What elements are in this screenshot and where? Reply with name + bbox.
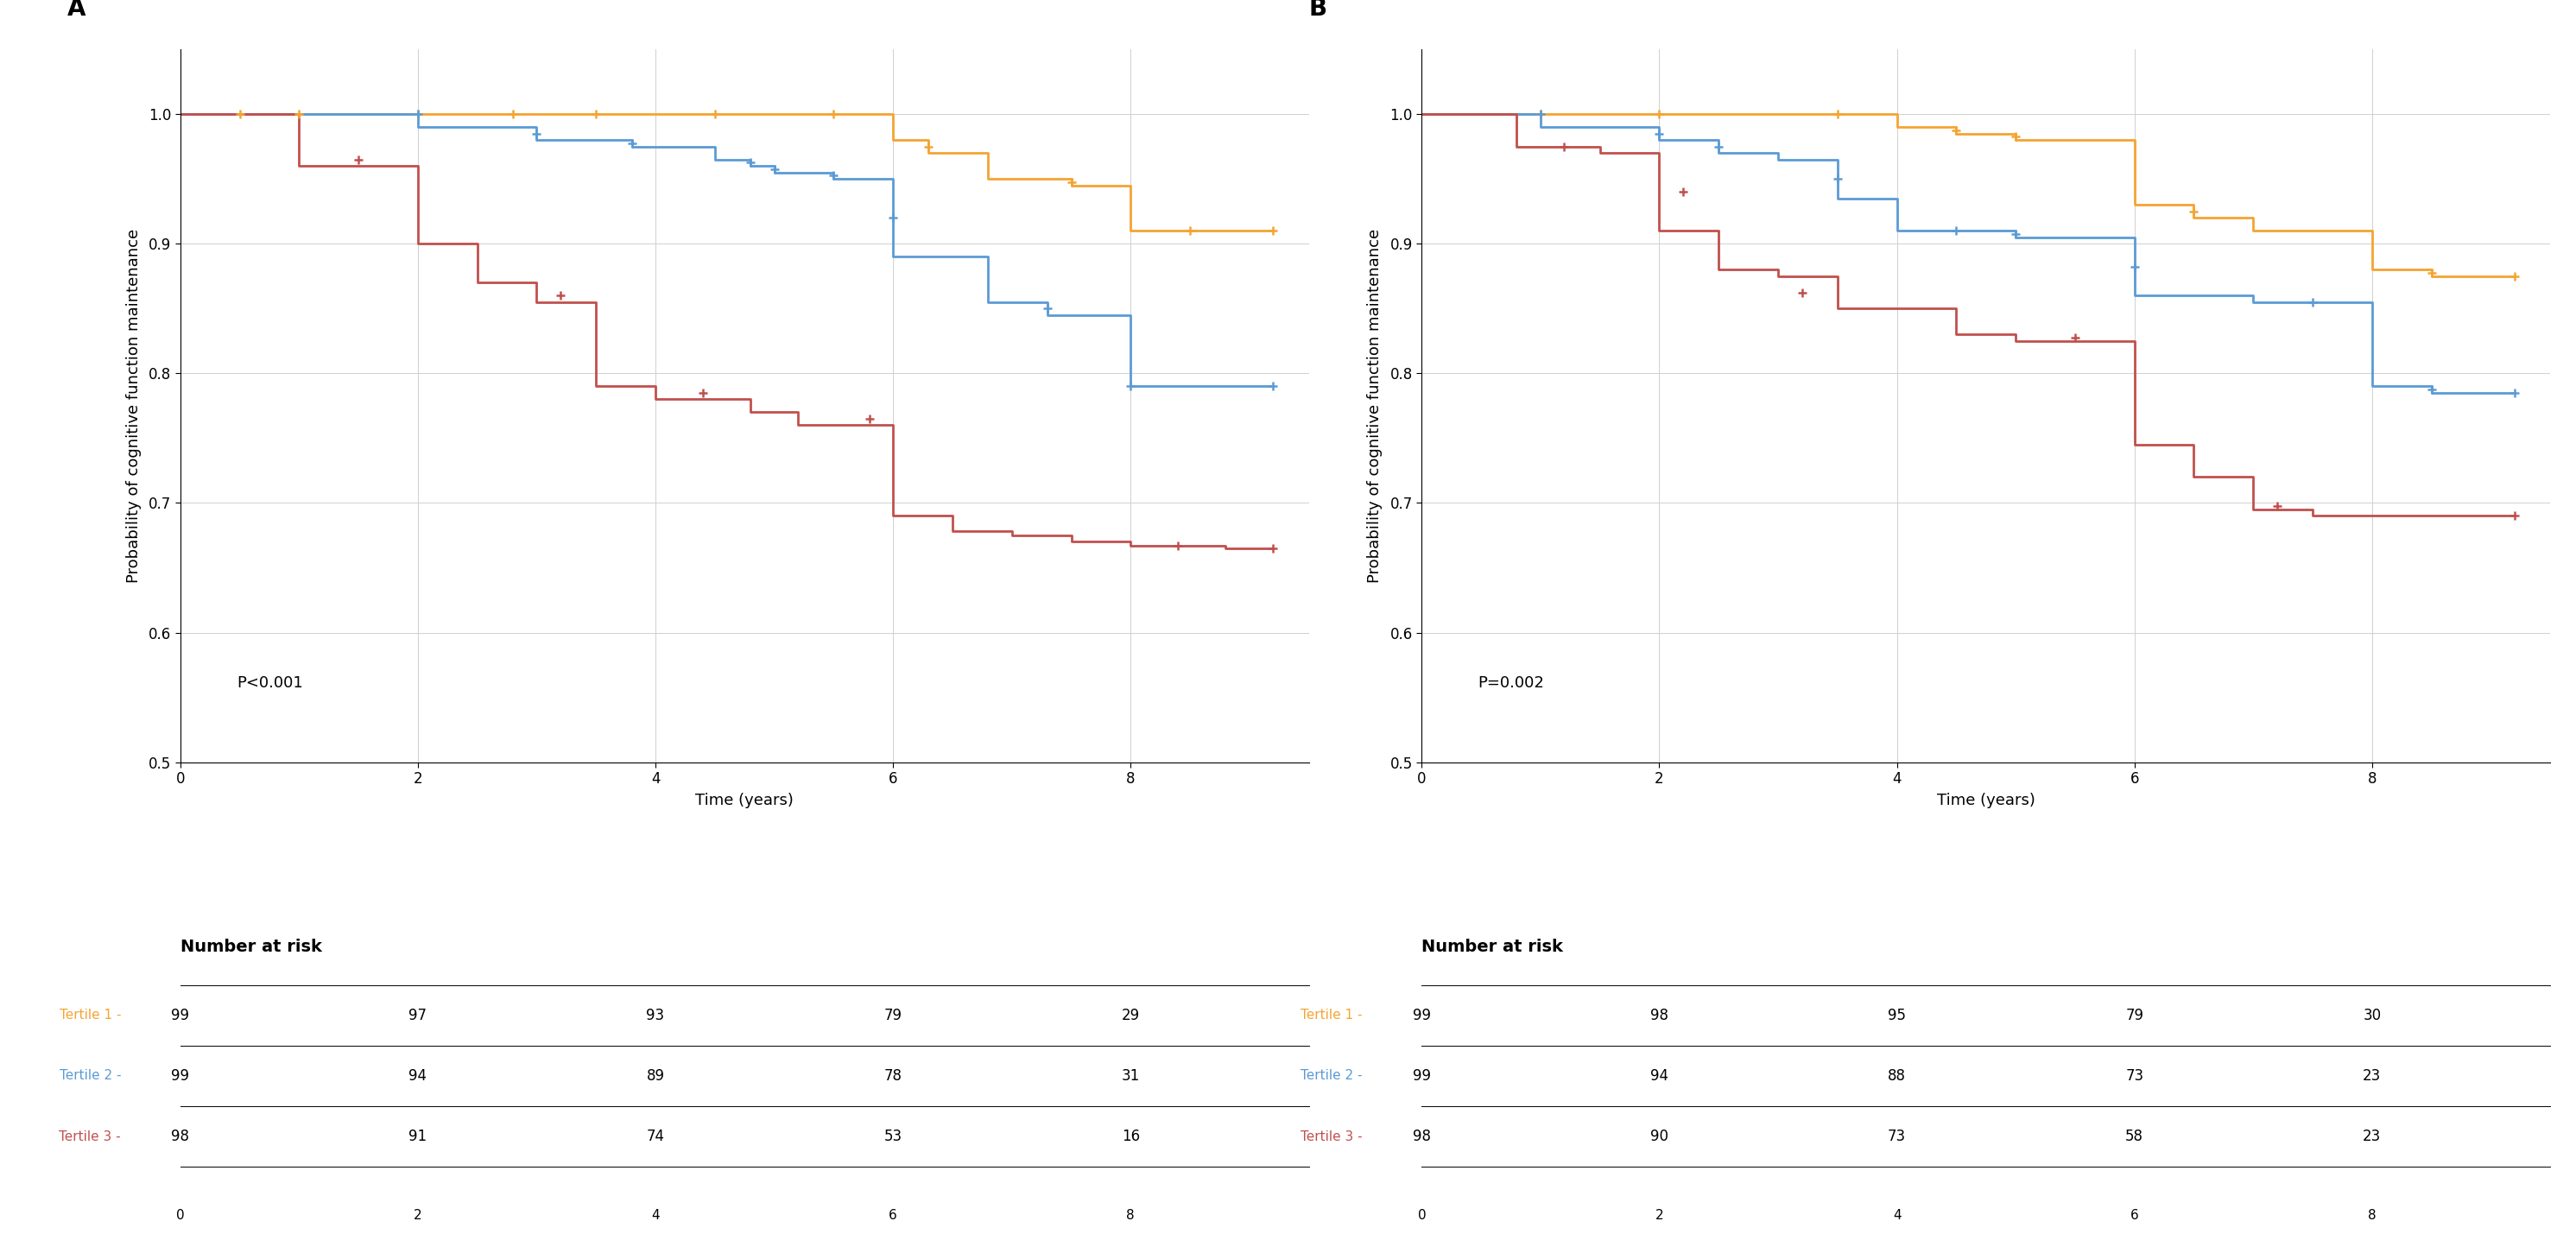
Text: Tertile 1 -: Tertile 1 - xyxy=(59,1009,121,1022)
Text: 79: 79 xyxy=(884,1008,902,1023)
Text: 30: 30 xyxy=(2362,1008,2380,1023)
Text: 98: 98 xyxy=(170,1129,191,1144)
Text: 98: 98 xyxy=(1651,1008,1669,1023)
Text: Tertile 3 -: Tertile 3 - xyxy=(1301,1130,1363,1143)
Text: 4: 4 xyxy=(652,1209,659,1222)
Text: 88: 88 xyxy=(1888,1069,1906,1083)
Text: 98: 98 xyxy=(1412,1129,1430,1144)
Text: P=0.002: P=0.002 xyxy=(1479,675,1546,691)
Text: 4: 4 xyxy=(1893,1209,1901,1222)
Text: 99: 99 xyxy=(1412,1069,1430,1083)
Text: 2: 2 xyxy=(1656,1209,1664,1222)
Text: 0: 0 xyxy=(1417,1209,1427,1222)
Text: 78: 78 xyxy=(884,1069,902,1083)
Text: P<0.001: P<0.001 xyxy=(237,675,304,691)
Text: Tertile 2 -: Tertile 2 - xyxy=(1301,1070,1363,1082)
Text: 6: 6 xyxy=(2130,1209,2138,1222)
Text: 29: 29 xyxy=(1121,1008,1139,1023)
Text: 53: 53 xyxy=(884,1129,902,1144)
Text: 31: 31 xyxy=(1121,1069,1139,1083)
Text: 79: 79 xyxy=(2125,1008,2143,1023)
Text: 8: 8 xyxy=(1126,1209,1136,1222)
Text: 74: 74 xyxy=(647,1129,665,1144)
Text: 8: 8 xyxy=(2367,1209,2375,1222)
Text: A: A xyxy=(67,0,85,21)
Text: Number at risk: Number at risk xyxy=(1422,939,1564,955)
Text: 99: 99 xyxy=(170,1069,191,1083)
Text: 23: 23 xyxy=(2362,1069,2380,1083)
Text: 95: 95 xyxy=(1888,1008,1906,1023)
Text: 2: 2 xyxy=(415,1209,422,1222)
Text: 99: 99 xyxy=(170,1008,191,1023)
Text: Tertile 3 -: Tertile 3 - xyxy=(59,1130,121,1143)
Text: 93: 93 xyxy=(647,1008,665,1023)
Text: 0: 0 xyxy=(175,1209,185,1222)
Text: 91: 91 xyxy=(410,1129,428,1144)
Text: 99: 99 xyxy=(1412,1008,1430,1023)
Text: Number at risk: Number at risk xyxy=(180,939,322,955)
Text: 94: 94 xyxy=(410,1069,428,1083)
Text: B: B xyxy=(1309,0,1327,21)
Text: Tertile 1 -: Tertile 1 - xyxy=(1301,1009,1363,1022)
Text: 16: 16 xyxy=(1121,1129,1139,1144)
Text: 90: 90 xyxy=(1651,1129,1669,1144)
Text: 23: 23 xyxy=(2362,1129,2380,1144)
Text: 73: 73 xyxy=(2125,1069,2143,1083)
Text: 58: 58 xyxy=(2125,1129,2143,1144)
Text: 94: 94 xyxy=(1651,1069,1669,1083)
X-axis label: Time (years): Time (years) xyxy=(1937,792,2035,808)
Text: 73: 73 xyxy=(1888,1129,1906,1144)
X-axis label: Time (years): Time (years) xyxy=(696,792,793,808)
Text: Tertile 2 -: Tertile 2 - xyxy=(59,1070,121,1082)
Text: 97: 97 xyxy=(410,1008,428,1023)
Text: 6: 6 xyxy=(889,1209,896,1222)
Y-axis label: Probability of cognitive function maintenance: Probability of cognitive function mainte… xyxy=(126,228,142,582)
Y-axis label: Probability of cognitive function maintenance: Probability of cognitive function mainte… xyxy=(1368,228,1383,582)
Text: 89: 89 xyxy=(647,1069,665,1083)
